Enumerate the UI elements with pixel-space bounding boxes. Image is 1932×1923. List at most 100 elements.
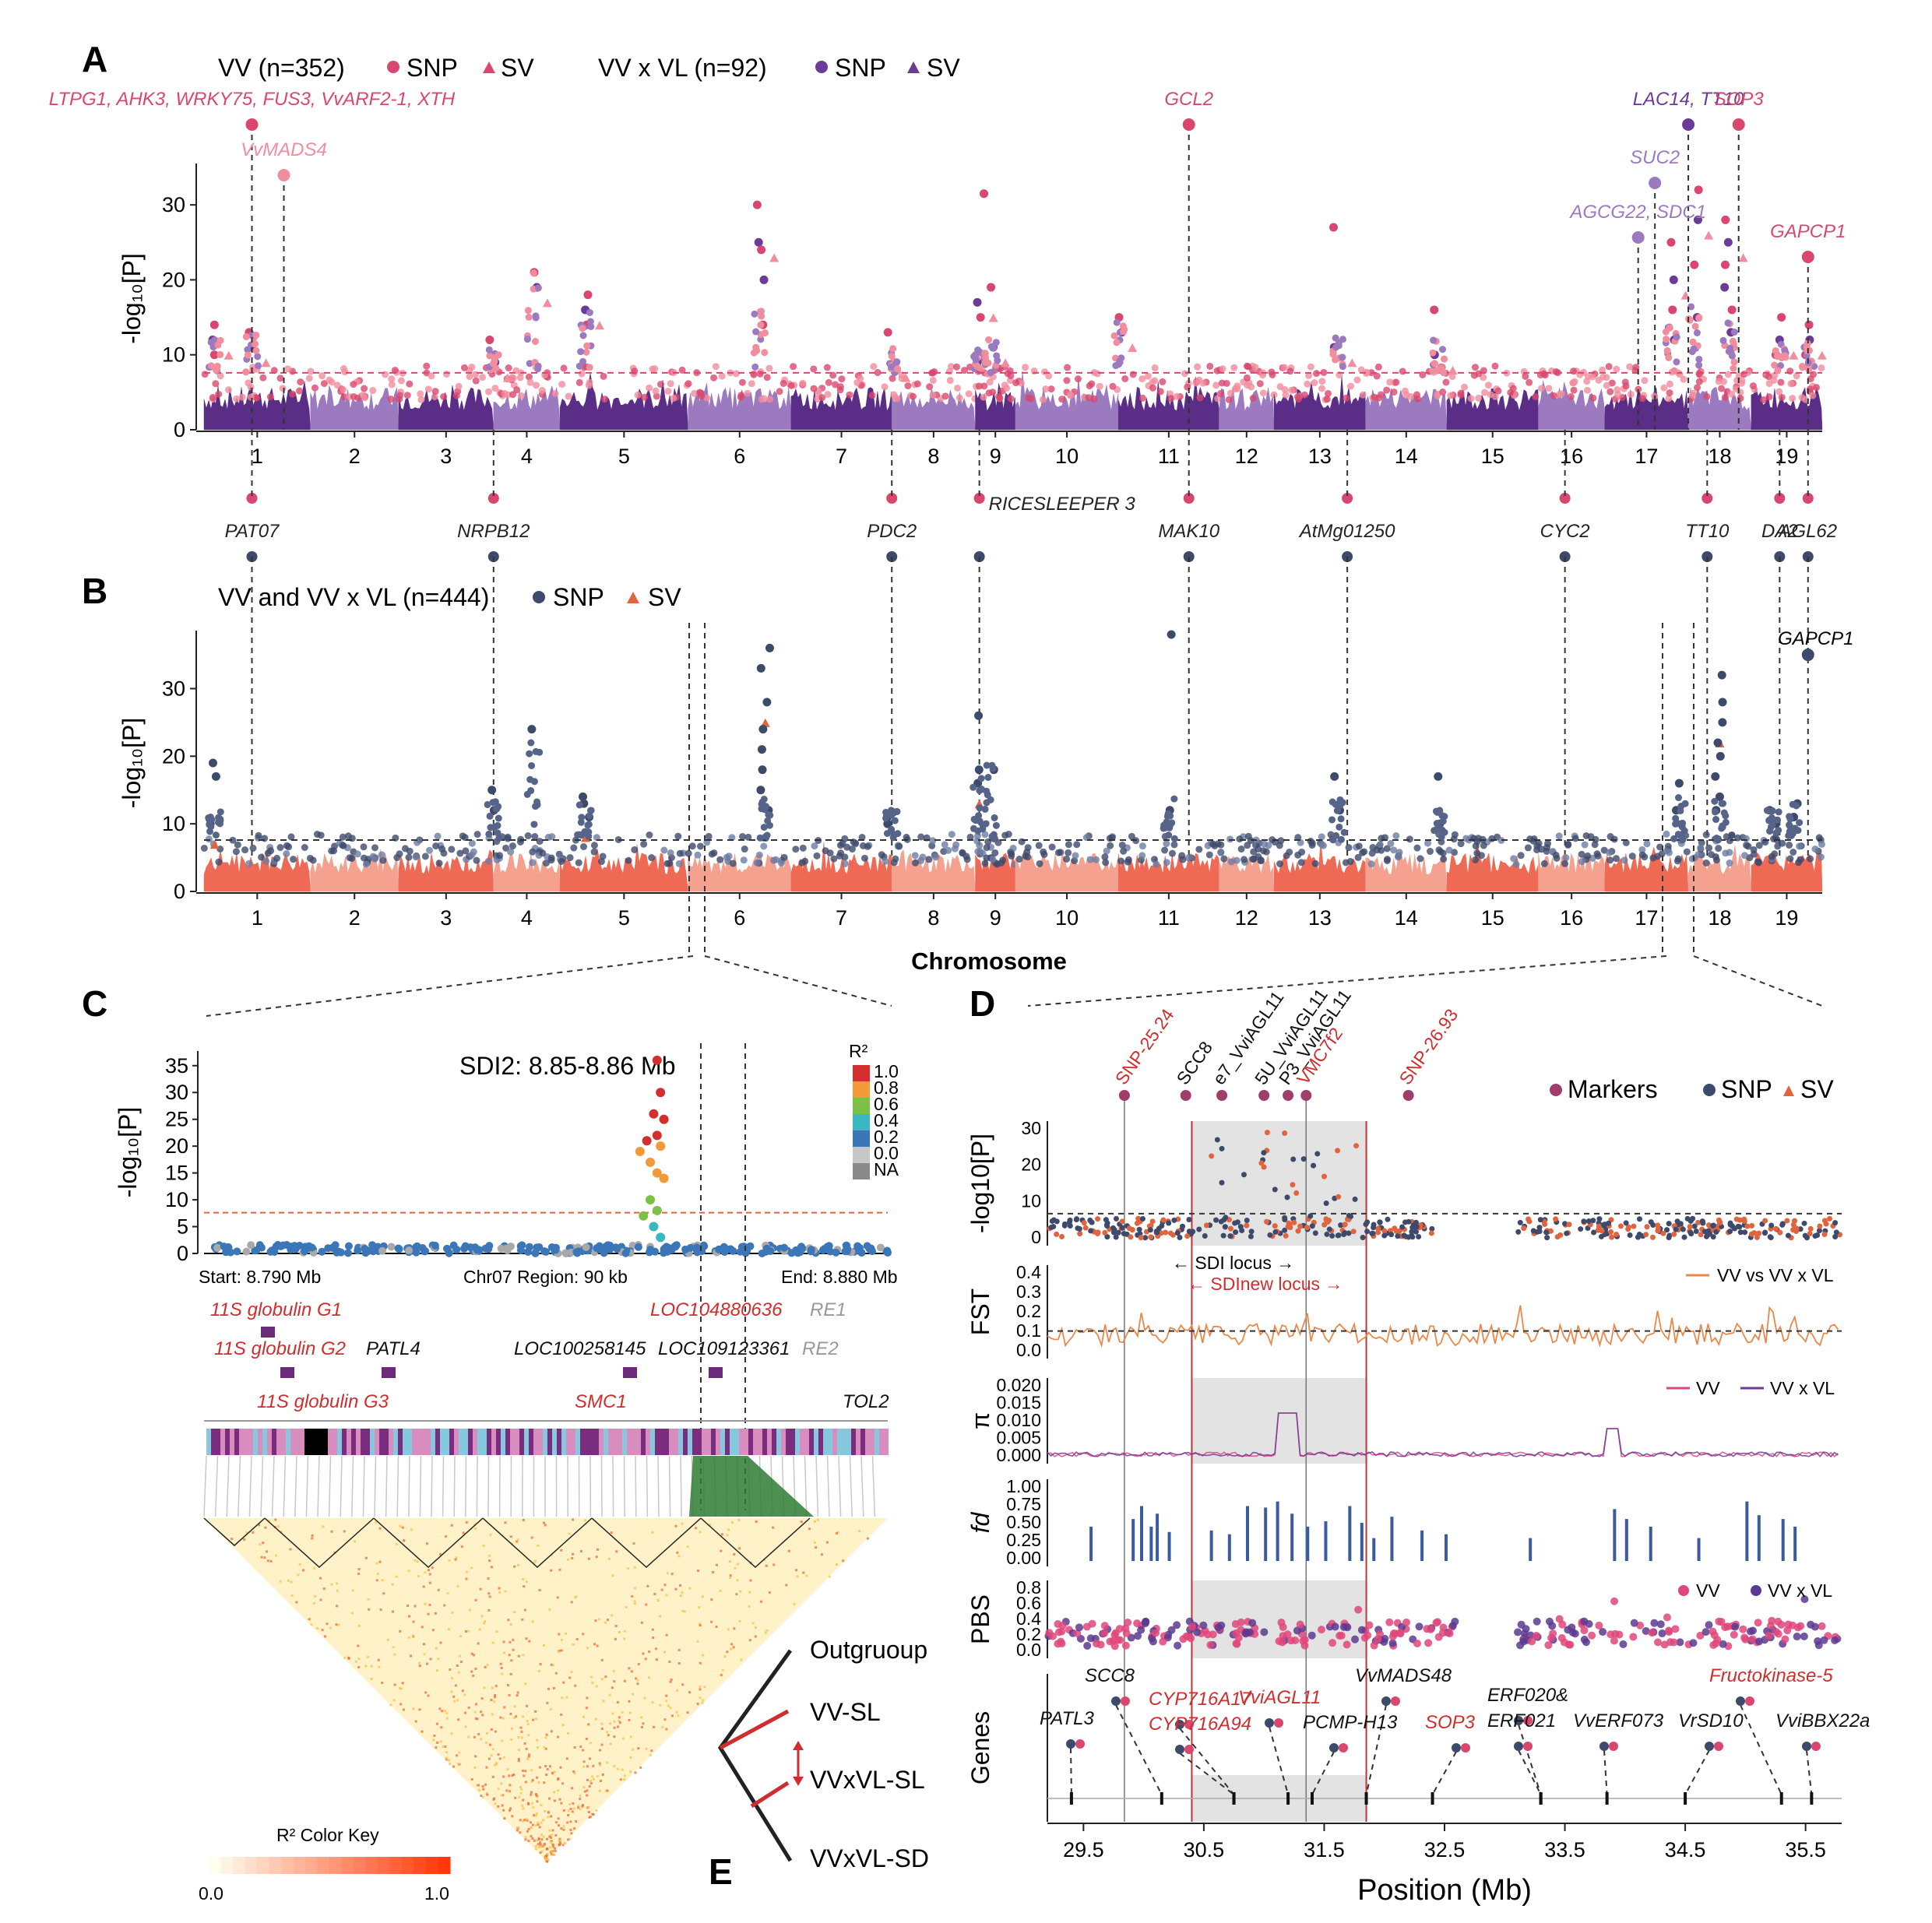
gwas-point [1413, 1219, 1419, 1225]
gwas-point [1671, 1231, 1677, 1237]
chromosome-band-9 [975, 383, 1016, 431]
ld-cell [403, 1539, 406, 1542]
ld-cell [316, 1626, 319, 1629]
ld-cell [510, 1738, 513, 1741]
pbs-point [1564, 1640, 1573, 1649]
chromosome-band-3 [398, 849, 494, 892]
ld-cell [467, 1735, 470, 1738]
peak-point [1670, 367, 1678, 374]
track-tick: 0.010 [996, 1410, 1041, 1430]
peak-point [1690, 345, 1698, 353]
snp-point [917, 833, 925, 841]
ld-cell [517, 1749, 520, 1752]
ld-cell [523, 1774, 526, 1777]
pbs-point [1137, 1626, 1145, 1634]
peak-point [1110, 332, 1118, 339]
snp-point [1297, 838, 1304, 846]
legend-vl-sv: SV [927, 54, 960, 82]
legend-markers: Markers [1568, 1075, 1658, 1103]
snp-point [285, 843, 293, 851]
ld-cell [522, 1654, 525, 1657]
peak-point [1672, 814, 1680, 822]
snp-point [434, 832, 442, 840]
ld-cell [483, 1622, 486, 1625]
snp-point [841, 860, 849, 867]
annotation-gene-label: SUC2 [1630, 147, 1680, 168]
snp-point [1260, 840, 1268, 848]
gwas-point [1416, 1233, 1422, 1239]
snp-point [1786, 855, 1794, 863]
snp-point [744, 389, 751, 397]
track-label-fd: fd [966, 1511, 994, 1533]
ld-cell [551, 1843, 554, 1846]
snp-point [1374, 363, 1382, 371]
ld-cell [594, 1717, 597, 1721]
peak-point [1429, 349, 1437, 357]
ld-point [524, 1247, 533, 1256]
color-key-cell [305, 1857, 318, 1874]
snp-point [1355, 842, 1363, 850]
snp-point [989, 388, 997, 396]
peak-point [758, 765, 767, 775]
pbs-point [1619, 1640, 1628, 1648]
snp-point [1096, 382, 1103, 390]
r2-legend-label: 0.2 [874, 1127, 899, 1147]
peak-point [1663, 346, 1671, 354]
ld-block-strip [501, 1429, 505, 1455]
pbs-point [1731, 1622, 1740, 1631]
snp-point [1048, 843, 1056, 851]
ld-cell [737, 1519, 741, 1522]
ld-cell [312, 1601, 315, 1605]
snp-point [1526, 378, 1533, 386]
ld-cell [676, 1689, 679, 1692]
snp-point [1689, 389, 1697, 397]
snp-point [1663, 830, 1670, 838]
chromosome-band-12 [1219, 387, 1275, 431]
chromosome-label-10: 10 [1055, 445, 1079, 468]
ld-cell [562, 1825, 565, 1828]
peak-point [1674, 779, 1684, 788]
pbs-point [1533, 1617, 1541, 1626]
ld-cell [568, 1837, 572, 1840]
ld-cell [410, 1528, 413, 1531]
ld-cell [438, 1707, 442, 1710]
ld-cell [364, 1665, 368, 1668]
snp-point [1231, 385, 1239, 392]
peak-point [1798, 363, 1806, 371]
ld-cell [480, 1738, 483, 1741]
peak-point [974, 765, 984, 775]
ld-point [387, 1243, 396, 1251]
snp-point [1545, 385, 1553, 392]
snp-point [507, 848, 515, 856]
ld-cell [593, 1643, 596, 1646]
peak-point [1429, 367, 1437, 374]
ld-cell [543, 1781, 546, 1784]
snp-point [468, 851, 476, 859]
ld-cell [688, 1587, 692, 1590]
snp-point [1018, 838, 1026, 845]
ld-cell [470, 1652, 473, 1655]
ld-point [698, 1247, 706, 1256]
gwas-point [1401, 1232, 1407, 1239]
ld-cell [556, 1596, 559, 1599]
x-tick-label: 33.5 [1544, 1838, 1585, 1861]
pbs-point [1432, 1619, 1441, 1627]
ld-cell [816, 1518, 819, 1521]
ld-cell [478, 1628, 481, 1631]
ld-cell [516, 1694, 519, 1697]
ld-cell [450, 1690, 453, 1693]
snp-point [1603, 374, 1610, 381]
snp-point [1217, 848, 1225, 856]
ld-cell [836, 1531, 839, 1534]
pbs-point [1134, 1632, 1142, 1640]
snp-point [1297, 859, 1305, 867]
pbs-point [1206, 1640, 1215, 1649]
ld-cell [736, 1579, 739, 1582]
ld-block-strip [239, 1429, 244, 1455]
ld-cell [562, 1828, 565, 1831]
peak-point [254, 353, 262, 360]
ld-cell [458, 1751, 461, 1754]
ld-cell [621, 1710, 624, 1714]
snp-point [1067, 391, 1075, 399]
gene-snp-dot [1381, 1696, 1391, 1706]
